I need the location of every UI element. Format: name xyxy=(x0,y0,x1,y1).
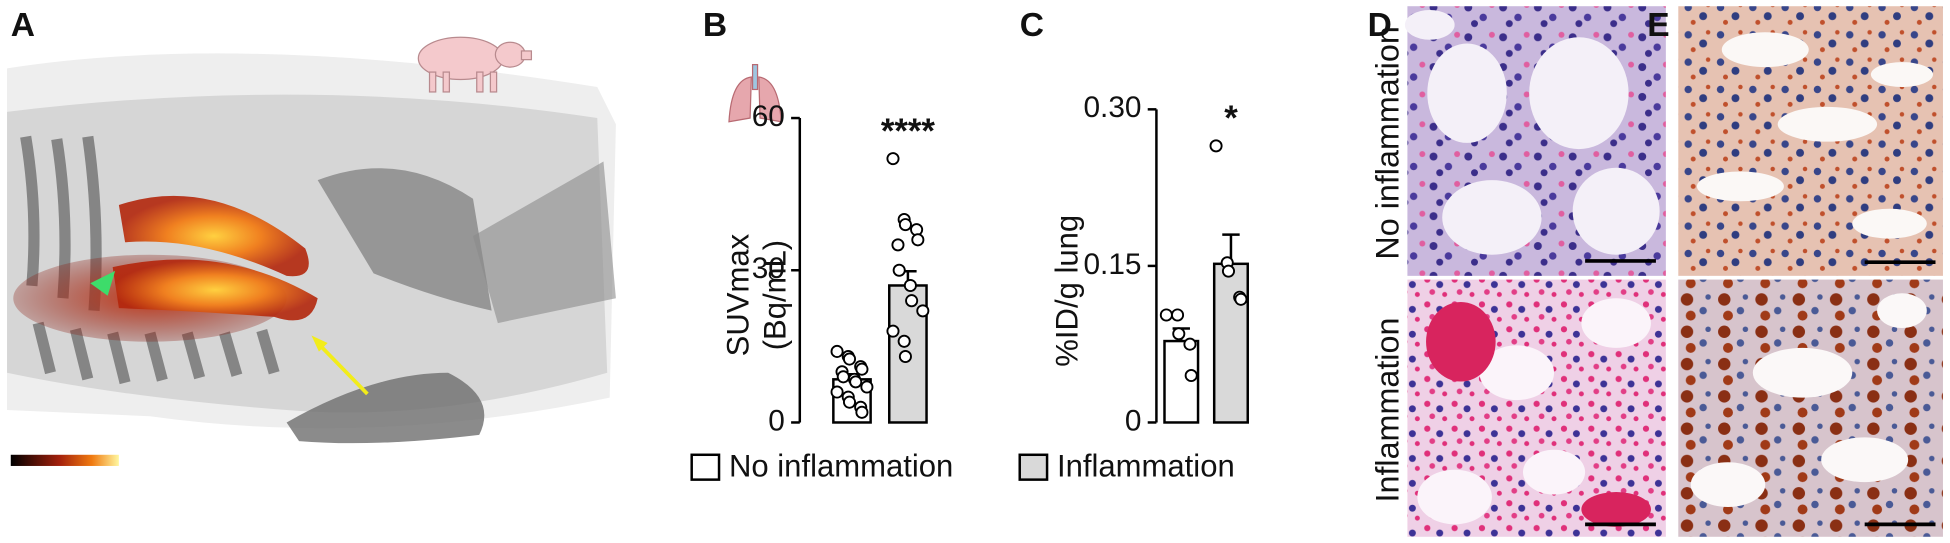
y-tick-label: 30 xyxy=(752,252,785,285)
ct-image xyxy=(7,36,782,466)
data-point xyxy=(1234,292,1248,306)
significance: * xyxy=(1224,100,1238,138)
data-point xyxy=(1171,308,1185,322)
legend-swatch xyxy=(690,453,721,481)
y-tick-label: 0.30 xyxy=(1083,91,1141,124)
y-tick-label: 0 xyxy=(1125,404,1142,437)
data-point xyxy=(849,375,863,389)
data-point xyxy=(1183,337,1197,351)
data-point xyxy=(1172,327,1186,341)
panel-label: E xyxy=(1647,7,1669,44)
data-point xyxy=(1159,308,1173,322)
significance: **** xyxy=(881,113,936,151)
y-tick-label: 60 xyxy=(752,100,785,133)
data-point xyxy=(911,233,925,247)
panel-label: A xyxy=(11,7,35,44)
y-axis-label: (Bq/mL) xyxy=(758,240,793,350)
data-point xyxy=(897,334,911,348)
data-point xyxy=(830,385,844,399)
row-label: No inflammation xyxy=(1370,26,1406,259)
data-point xyxy=(830,344,844,358)
bar xyxy=(1212,262,1249,424)
legend-swatch xyxy=(1018,453,1049,481)
y-tick-label: 0 xyxy=(768,404,785,437)
row-label: Inflammation xyxy=(1370,318,1406,503)
data-point xyxy=(892,263,906,277)
histology-images xyxy=(1404,6,1943,537)
data-point xyxy=(836,370,850,384)
legend-label: No inflammation xyxy=(729,449,953,484)
y-axis-label: SUVmax xyxy=(720,233,755,356)
data-point xyxy=(903,278,917,293)
data-point xyxy=(842,352,857,366)
data-point xyxy=(886,152,900,166)
y-axis-label: %ID/g lung xyxy=(1050,215,1085,367)
legend-label: Inflammation xyxy=(1057,449,1235,484)
data-point xyxy=(855,362,869,376)
data-point xyxy=(898,349,912,364)
data-point xyxy=(898,218,912,232)
data-point xyxy=(855,405,869,419)
data-point xyxy=(860,380,874,394)
data-point xyxy=(1209,139,1223,153)
data-point xyxy=(1184,368,1198,383)
panel-label: D xyxy=(1368,7,1392,44)
y-tick-label: 0.15 xyxy=(1083,248,1141,281)
data-point xyxy=(886,324,900,338)
panel-label: B xyxy=(703,7,727,44)
data-point xyxy=(891,238,905,252)
data-point xyxy=(1221,264,1236,278)
panel-label: C xyxy=(1020,7,1044,44)
data-point xyxy=(916,304,930,318)
data-point xyxy=(905,294,919,308)
data-point xyxy=(842,395,857,409)
